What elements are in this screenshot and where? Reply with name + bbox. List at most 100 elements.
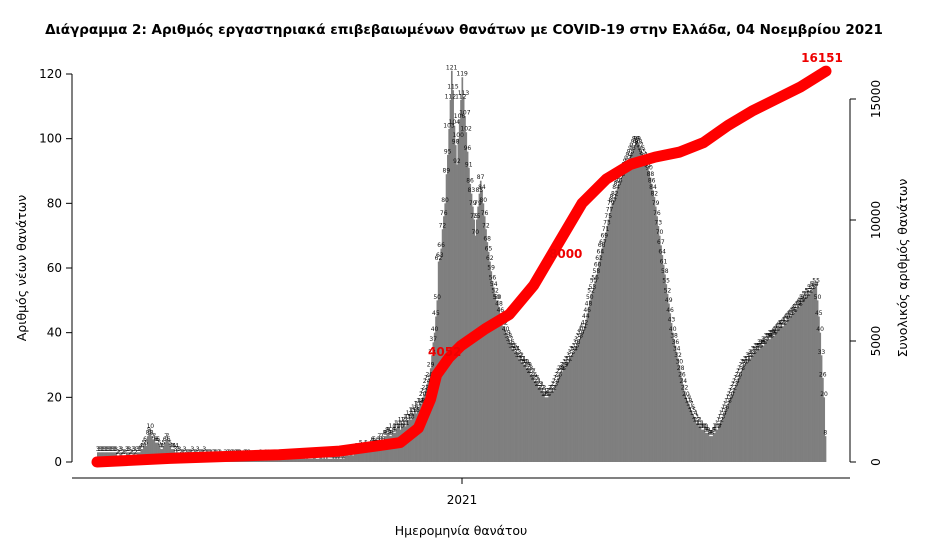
bar [143,445,145,462]
bar [368,449,370,462]
bar-value-label: 104 [449,119,461,126]
bar [520,361,523,462]
bar [291,458,294,462]
bar [760,345,762,462]
bar-value-label: 32 [674,352,682,359]
bar-value-label: 38 [764,333,772,340]
bar-value-label: 6 [167,436,171,443]
bar-value-label: 3 [96,446,100,453]
bar [687,403,690,462]
bar [437,261,440,462]
bar-value-label: 87 [616,174,624,181]
bar-value-label: 46 [583,307,591,314]
bar-value-label: 115 [447,84,459,91]
bar-value-label: 16 [722,404,730,411]
bar-value-label: 3 [196,446,200,453]
bar [824,436,827,462]
bar [641,154,644,463]
bar [670,322,673,462]
bar-value-label: 33 [748,349,756,356]
bar-value-label: 10 [698,423,706,430]
bar [282,458,285,462]
bar-value-label: 20 [419,391,427,398]
bar-value-label: 25 [424,375,432,382]
bar-value-label: 43 [781,316,789,323]
bar [440,248,443,462]
bar-value-label: 5 [168,439,172,446]
bar [631,151,633,462]
bar [533,381,536,462]
bar [789,316,791,462]
bar [332,455,335,462]
bar [694,419,697,462]
bar [614,196,616,462]
bar-value-label: 8 [823,430,827,437]
bar-value-label: 45 [786,310,794,317]
bar [323,455,325,462]
bar-value-label: 75 [470,213,478,220]
bar-value-label: 10 [146,423,154,430]
bar [168,442,170,462]
bar-value-label: 66 [598,242,606,249]
bar-value-label: 54 [490,281,498,288]
bar-value-label: 85 [614,181,622,188]
bar-value-label: 30 [675,359,683,366]
bar [656,216,658,462]
bar-value-label: 98 [631,139,639,146]
bar [570,355,573,462]
bar-value-label: 64 [658,249,666,256]
y-tick-label: 20 [47,390,62,404]
y-tick-label: 60 [47,261,62,275]
bar-value-label: 23 [536,381,544,388]
bar-value-label: 3 [119,446,123,453]
bar [565,365,568,462]
bar [569,358,572,462]
bar-value-label: 56 [489,274,497,281]
bar-value-label: 31 [519,355,527,362]
bar-value-label: 31 [518,355,526,362]
bar [816,300,819,462]
bar-value-label: 73 [603,219,611,226]
bar [600,248,603,462]
bar [556,381,558,462]
bar [575,345,578,462]
bar [365,445,368,462]
bar [649,177,652,462]
bar [823,397,826,462]
bar-value-label: 84 [478,184,486,191]
bars-group [97,70,827,463]
bar-value-label: 29 [561,362,569,369]
bar [668,303,670,462]
bar-value-label: 38 [765,333,773,340]
bar [382,442,385,462]
bar-value-label: 33 [428,349,436,356]
bar [662,264,665,462]
bar-value-label: 36 [507,339,515,346]
bar [652,190,654,462]
bar-value-label: 97 [629,142,637,149]
bar-value-label: 21 [545,388,553,395]
bar-value-label: 98 [452,139,460,146]
bar-value-label: 76 [653,210,661,217]
bar-value-label: 2 [121,449,125,456]
bar-value-label: 2 [123,449,127,456]
bar-value-label: 3 [109,446,113,453]
bar [635,141,637,462]
bar-value-label: 98 [635,139,643,146]
bar-value-label: 24 [679,378,687,385]
bar-value-label: 33 [568,349,576,356]
bar-value-label: 72 [439,223,447,230]
bar [637,145,640,462]
bar [445,174,448,462]
bar [645,164,648,463]
bar-value-label: 49 [798,297,806,304]
bar [337,455,340,462]
bar-value-label: 7 [164,433,168,440]
bar-value-label: 4 [169,443,173,450]
bar [808,293,811,462]
bar [715,429,718,462]
bar [773,335,776,462]
bar-value-label: 90 [645,165,653,172]
bar-value-label: 3 [112,446,116,453]
